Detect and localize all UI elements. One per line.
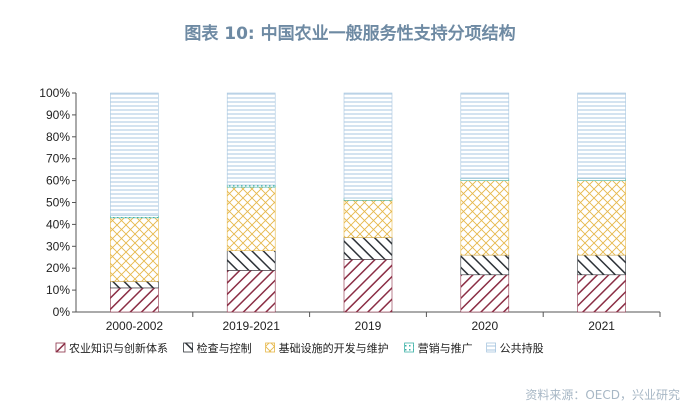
legend-label: 基础设施的开发与维护 (279, 341, 389, 355)
y-tick-label: 80% (46, 130, 70, 144)
legend-swatch (404, 342, 415, 353)
bar-segment-3 (110, 217, 159, 282)
bar-segment-2 (226, 250, 276, 271)
bar-segment-2 (110, 281, 159, 289)
y-tick-label: 60% (46, 174, 70, 188)
x-tick-label: 2000-2002 (106, 319, 164, 333)
x-tick-label: 2020 (471, 319, 498, 333)
legend-label: 检查与控制 (197, 341, 252, 355)
y-tick-label: 10% (46, 283, 70, 297)
y-tick-label: 0% (53, 305, 71, 319)
y-tick-label: 70% (46, 152, 70, 166)
bar-segment-1 (577, 274, 626, 313)
x-tick-label: 2021 (588, 319, 615, 333)
bar-segment-5 (577, 92, 626, 179)
bar-segment-5 (460, 92, 510, 179)
bar-segment-4 (577, 178, 626, 181)
bar-segment-4 (226, 184, 276, 188)
y-tick-label: 30% (46, 239, 70, 253)
bar-segment-1 (110, 287, 159, 313)
bar-segment-1 (226, 270, 276, 313)
bar-segment-2 (577, 254, 626, 276)
legend-swatch (486, 342, 497, 353)
bar-segment-3 (226, 186, 276, 251)
y-tick-label: 40% (46, 217, 70, 231)
x-tick-label: 2019-2021 (223, 319, 281, 333)
bar-segment-4 (110, 215, 159, 219)
legend-label: 公共持股 (500, 341, 544, 355)
bar-segment-5 (226, 92, 276, 186)
legend-swatch (55, 342, 66, 353)
bar-segment-1 (460, 274, 510, 313)
chart-title: 图表 10: 中国农业一般服务性支持分项结构 (184, 24, 516, 44)
x-tick-label: 2019 (355, 319, 382, 333)
bar-segment-3 (343, 200, 393, 238)
legend-label: 农业知识与创新体系 (69, 341, 168, 355)
bar-segment-2 (343, 237, 393, 260)
legend-label: 营销与推广 (418, 341, 473, 355)
legend-swatch (183, 342, 194, 353)
source-note: 资料来源：OECD，兴业研究 (525, 388, 680, 402)
legend-swatch (265, 342, 276, 353)
bar-segment-5 (343, 92, 393, 199)
bar-segment-4 (343, 197, 393, 201)
y-tick-label: 90% (46, 108, 70, 122)
y-tick-label: 20% (46, 261, 70, 275)
bar-segment-3 (460, 180, 510, 256)
bar-segment-3 (577, 180, 626, 256)
bar-segment-5 (110, 92, 159, 216)
bar-segment-4 (460, 178, 510, 181)
y-tick-label: 50% (46, 196, 70, 210)
y-tick-label: 100% (39, 86, 70, 100)
bar-segment-1 (343, 259, 393, 313)
bar-segment-2 (460, 254, 510, 276)
